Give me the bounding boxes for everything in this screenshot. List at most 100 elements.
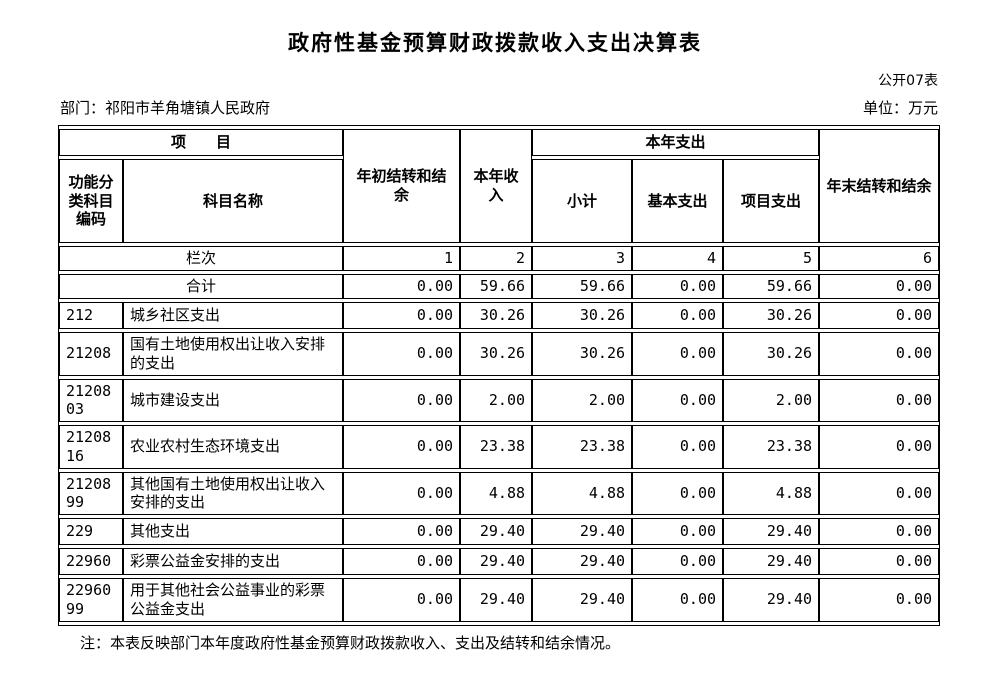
cell-value: 0.00 — [632, 332, 724, 376]
cell-value: 4.88 — [723, 471, 820, 515]
cell-value: 23.38 — [532, 425, 633, 469]
cell-value: 0.00 — [632, 578, 724, 622]
header-expense: 本年支出 — [532, 129, 820, 156]
cell-value: 0.00 — [632, 548, 724, 575]
header-code-col: 功能分类科目编码 — [59, 159, 123, 243]
cell-value: 0.00 — [343, 425, 461, 469]
cell-value: 0.00 — [343, 378, 461, 422]
cell-subject-name: 其他国有土地使用权出让收入安排的支出 — [123, 471, 344, 515]
cell-value: 23.38 — [460, 425, 533, 469]
cell-value: 0.00 — [632, 425, 724, 469]
header-name-col: 科目名称 — [123, 159, 344, 243]
cell-value: 29.40 — [723, 578, 820, 622]
table-code-label: 公开07表 — [878, 73, 938, 89]
header-row-2: 功能分类科目编码 科目名称 小计 基本支出 项目支出 — [59, 159, 939, 243]
cell-code: 212 — [59, 302, 123, 329]
cell-value: 0.00 — [343, 302, 461, 329]
cell-code: 2296099 — [59, 578, 123, 622]
total-value: 59.66 — [532, 274, 633, 299]
cell-code: 21208 — [59, 332, 123, 376]
cell-value: 0.00 — [819, 425, 940, 469]
cell-value: 30.26 — [460, 302, 533, 329]
footnote: 注：本表反映部门本年度政府性基金预算财政拨款收入、支出及结转和结余情况。 — [80, 633, 621, 652]
total-value: 59.66 — [723, 274, 820, 299]
cell-value: 29.40 — [723, 548, 820, 575]
unit-label: 单位：万元 — [862, 99, 938, 117]
cell-value: 30.26 — [532, 302, 633, 329]
table-row: 229 其他支出 0.00 29.40 29.40 0.00 29.40 0.0… — [59, 518, 940, 545]
column-index-1: 1 — [343, 246, 461, 271]
cell-value: 30.26 — [460, 332, 533, 376]
cell-value: 29.40 — [723, 518, 820, 545]
cell-subject-name: 城乡社区支出 — [123, 302, 344, 329]
cell-value: 29.40 — [460, 548, 533, 575]
page-title: 政府性基金预算财政拨款收入支出决算表 — [288, 31, 702, 55]
total-value: 59.66 — [460, 274, 533, 299]
table-row: 212 城乡社区支出 0.00 30.26 30.26 0.00 30.26 0… — [59, 302, 940, 329]
total-label: 合计 — [59, 274, 344, 299]
cell-value: 0.00 — [632, 518, 724, 545]
total-value: 0.00 — [343, 274, 461, 299]
cell-value: 0.00 — [819, 471, 940, 515]
cell-value: 0.00 — [819, 302, 940, 329]
fiscal-table: 项 目 年初结转和结余 本年收入 本年支出 年末结转和结余 功能分类科目编码 科… — [58, 125, 941, 626]
table-row: 2120816 农业农村生态环境支出 0.00 23.38 23.38 0.00… — [59, 425, 940, 469]
cell-value: 0.00 — [343, 548, 461, 575]
cell-value: 0.00 — [819, 578, 940, 622]
cell-subject-name: 农业农村生态环境支出 — [123, 425, 344, 469]
cell-value: 0.00 — [819, 548, 940, 575]
header-basic: 基本支出 — [632, 159, 724, 243]
header-project: 项 目 — [59, 129, 344, 156]
meta-line: 部门：祁阳市羊角塘镇人民政府 单位：万元 — [60, 97, 938, 118]
column-index-4: 4 — [632, 246, 724, 271]
cell-value: 29.40 — [460, 518, 533, 545]
cell-subject-name: 彩票公益金安排的支出 — [123, 548, 344, 575]
cell-code: 22960 — [59, 548, 123, 575]
cell-value: 29.40 — [460, 578, 533, 622]
table-row: 21208 国有土地使用权出让收入安排的支出 0.00 30.26 30.26 … — [59, 332, 940, 376]
column-index-row: 栏次 1 2 3 4 5 6 — [59, 246, 940, 271]
cell-value: 0.00 — [343, 518, 461, 545]
cell-subject-name: 其他支出 — [123, 518, 344, 545]
cell-value: 0.00 — [819, 518, 940, 545]
header-subtotal: 小计 — [532, 159, 633, 243]
header-row-1: 项 目 年初结转和结余 本年收入 本年支出 年末结转和结余 — [59, 129, 940, 243]
column-index-2: 2 — [460, 246, 533, 271]
cell-code: 2120899 — [59, 471, 123, 515]
cell-value: 2.00 — [532, 378, 633, 422]
cell-value: 30.26 — [723, 332, 820, 376]
cell-value: 29.40 — [532, 518, 633, 545]
header-end-balance: 年末结转和结余 — [819, 129, 940, 243]
cell-value: 0.00 — [343, 471, 461, 515]
column-index-label: 栏次 — [59, 246, 344, 271]
cell-code: 2120803 — [59, 378, 123, 422]
cell-value: 4.88 — [460, 471, 533, 515]
cell-value: 0.00 — [343, 332, 461, 376]
cell-value: 2.00 — [460, 378, 533, 422]
cell-code: 229 — [59, 518, 123, 545]
cell-value: 0.00 — [343, 578, 461, 622]
cell-value: 0.00 — [819, 378, 940, 422]
cell-value: 29.40 — [532, 548, 633, 575]
header-project-exp: 项目支出 — [723, 159, 820, 243]
total-value: 0.00 — [632, 274, 724, 299]
cell-value: 29.40 — [532, 578, 633, 622]
table-row: 2120899 其他国有土地使用权出让收入安排的支出 0.00 4.88 4.8… — [59, 471, 940, 515]
cell-value: 2.00 — [723, 378, 820, 422]
cell-subject-name: 用于其他社会公益事业的彩票公益金支出 — [123, 578, 344, 622]
header-begin-balance: 年初结转和结余 — [343, 129, 461, 243]
column-index-3: 3 — [532, 246, 633, 271]
cell-value: 0.00 — [632, 378, 724, 422]
cell-value: 30.26 — [532, 332, 633, 376]
department-label: 部门：祁阳市羊角塘镇人民政府 — [60, 99, 271, 117]
cell-code: 2120816 — [59, 425, 123, 469]
column-index-6: 6 — [819, 246, 940, 271]
cell-value: 0.00 — [632, 471, 724, 515]
total-value: 0.00 — [819, 274, 940, 299]
total-row: 合计 0.00 59.66 59.66 0.00 59.66 0.00 — [59, 274, 940, 299]
column-index-5: 5 — [723, 246, 820, 271]
table-row: 22960 彩票公益金安排的支出 0.00 29.40 29.40 0.00 2… — [59, 548, 940, 575]
header-income: 本年收入 — [460, 129, 533, 243]
cell-subject-name: 城市建设支出 — [123, 378, 344, 422]
